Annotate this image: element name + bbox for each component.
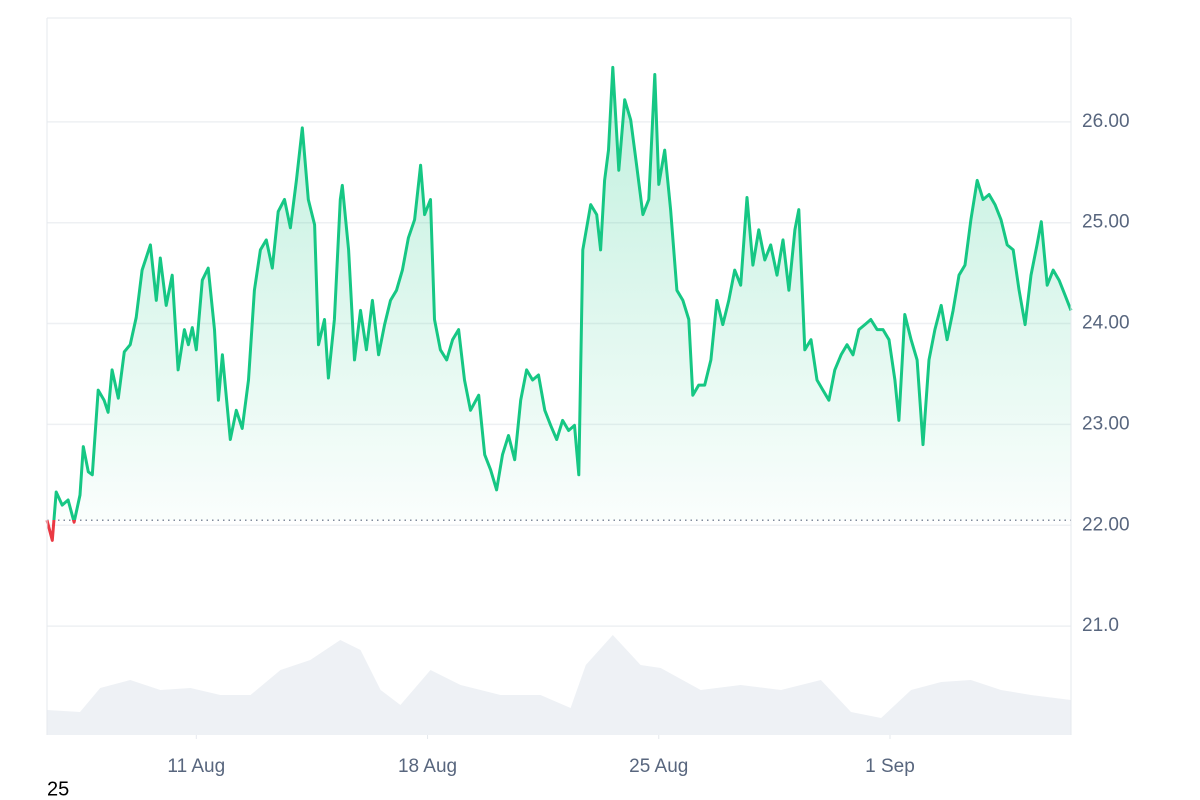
y-tick-label: 21.0 [1082, 615, 1119, 636]
price-line [45, 65, 1073, 542]
x-tick-label: 18 Aug [398, 756, 457, 777]
y-tick-label: 22.00 [1082, 514, 1130, 535]
price-area [47, 67, 1071, 521]
x-tick-label: 11 Aug [167, 756, 225, 777]
label-layer: 21.0 22.00 23.00 24.00 25.00 26.00 11 Aug 18 Au… [167, 111, 1129, 777]
y-tick-label: 26.00 [1082, 111, 1130, 132]
x-tick-label: 1 Sep [865, 756, 915, 777]
volume-layer [47, 635, 1071, 735]
x-tick-label: 25 Aug [629, 756, 688, 777]
y-tick-label: 25.00 [1082, 212, 1130, 233]
footer-text: 25 [47, 778, 69, 800]
volume-area [47, 635, 1071, 735]
y-tick-label: 23.00 [1082, 413, 1130, 434]
y-tick-label: 24.00 [1082, 313, 1130, 334]
plot-layer [45, 65, 1073, 542]
